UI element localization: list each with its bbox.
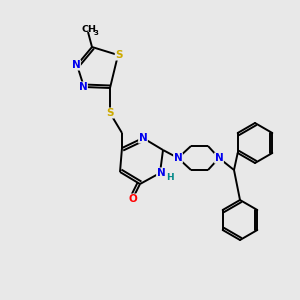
Text: S: S xyxy=(106,108,114,118)
Text: O: O xyxy=(129,194,137,204)
Text: N: N xyxy=(174,153,182,163)
Text: CH: CH xyxy=(82,26,97,34)
Text: N: N xyxy=(72,60,80,70)
Text: S: S xyxy=(115,50,123,60)
Text: N: N xyxy=(79,82,87,92)
Text: 3: 3 xyxy=(94,30,98,36)
Text: N: N xyxy=(214,153,224,163)
Text: N: N xyxy=(139,133,147,143)
Text: H: H xyxy=(166,173,174,182)
Text: N: N xyxy=(157,168,165,178)
